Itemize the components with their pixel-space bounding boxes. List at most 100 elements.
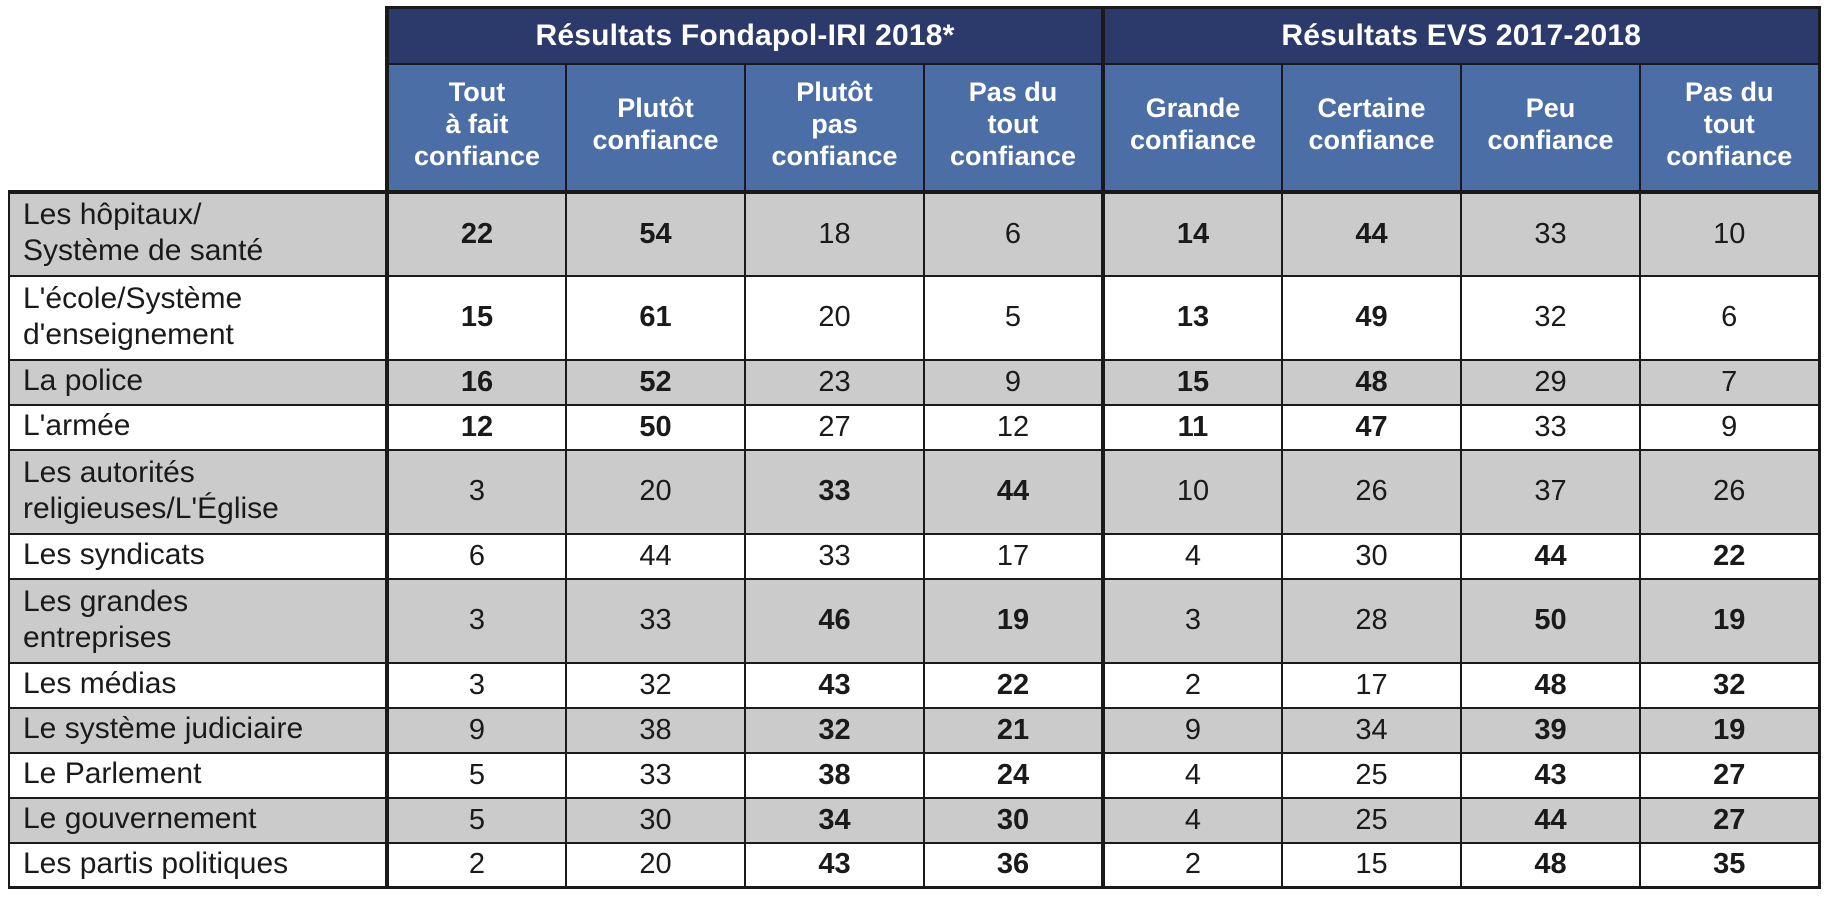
value-cell: 3 <box>386 661 567 709</box>
value-cell: 44 <box>1460 532 1641 580</box>
row-label: Le gouvernement <box>8 796 389 844</box>
value-cell: 33 <box>744 448 925 535</box>
value-cell: 32 <box>1639 661 1821 709</box>
column-header-certaine-confiance: Certaine confiance <box>1281 62 1462 193</box>
value-cell: 20 <box>565 841 746 889</box>
value-cell: 6 <box>386 532 567 580</box>
value-cell: 33 <box>744 532 925 580</box>
value-cell: 44 <box>1281 189 1462 277</box>
column-header-plutot-confiance: Plutôt confiance <box>565 62 746 193</box>
row-label: Le Parlement <box>8 751 389 799</box>
row-label: Les syndicats <box>8 532 389 580</box>
row-label: Les médias <box>8 661 389 709</box>
table-row-grandes-entreprises: Les grandes entreprises 3 33 46 19 3 28 … <box>8 577 1821 664</box>
value-cell: 17 <box>923 532 1104 580</box>
value-cell: 10 <box>1101 448 1283 535</box>
value-cell: 43 <box>744 841 925 889</box>
row-label: Les hôpitaux/ Système de santé <box>8 189 389 277</box>
value-cell: 6 <box>1639 274 1821 361</box>
value-cell: 30 <box>565 796 746 844</box>
value-cell: 20 <box>744 274 925 361</box>
value-cell: 19 <box>1639 577 1821 664</box>
value-cell: 19 <box>1639 706 1821 754</box>
value-cell: 37 <box>1460 448 1641 535</box>
value-cell: 21 <box>923 706 1104 754</box>
value-cell: 47 <box>1281 403 1462 451</box>
value-cell: 4 <box>1101 796 1283 844</box>
value-cell: 4 <box>1101 532 1283 580</box>
value-cell: 12 <box>923 403 1104 451</box>
value-cell: 4 <box>1101 751 1283 799</box>
table-row-police: La police 16 52 23 9 15 48 29 7 <box>8 358 1821 406</box>
value-cell: 38 <box>744 751 925 799</box>
table-row-medias: Les médias 3 32 43 22 2 17 48 32 <box>8 661 1821 709</box>
value-cell: 15 <box>1101 358 1283 406</box>
value-cell: 15 <box>1281 841 1462 889</box>
value-cell: 6 <box>923 189 1104 277</box>
column-header-peu-confiance: Peu confiance <box>1460 62 1641 193</box>
value-cell: 17 <box>1281 661 1462 709</box>
value-cell: 52 <box>565 358 746 406</box>
header-spacer <box>9 63 389 192</box>
value-cell: 32 <box>1460 274 1641 361</box>
value-cell: 27 <box>744 403 925 451</box>
row-label: Les partis politiques <box>8 841 389 889</box>
value-cell: 26 <box>1639 448 1821 535</box>
value-cell: 48 <box>1460 841 1641 889</box>
row-label: L'armée <box>8 403 389 451</box>
value-cell: 7 <box>1639 358 1821 406</box>
column-header-plutot-pas-confiance: Plutôt pas confiance <box>744 62 925 193</box>
value-cell: 46 <box>744 577 925 664</box>
row-label: Les autorités religieuses/L'Église <box>8 448 389 535</box>
table-row-syndicats: Les syndicats 6 44 33 17 4 30 44 22 <box>8 532 1821 580</box>
value-cell: 9 <box>386 706 567 754</box>
value-cell: 24 <box>923 751 1104 799</box>
value-cell: 26 <box>1281 448 1462 535</box>
value-cell: 35 <box>1639 841 1821 889</box>
column-header-row: Tout à fait confiance Plutôt confiance P… <box>9 62 1821 193</box>
value-cell: 22 <box>1639 532 1821 580</box>
value-cell: 3 <box>386 577 567 664</box>
value-cell: 13 <box>1101 274 1283 361</box>
table-row-ecole: L'école/Système d'enseignement 15 61 20 … <box>8 274 1821 361</box>
value-cell: 5 <box>923 274 1104 361</box>
value-cell: 39 <box>1460 706 1641 754</box>
table-row-systeme-judiciaire: Le système judiciaire 9 38 32 21 9 34 39… <box>8 706 1821 754</box>
value-cell: 9 <box>1101 706 1283 754</box>
row-label: Les grandes entreprises <box>8 577 389 664</box>
value-cell: 25 <box>1281 751 1462 799</box>
column-header-pas-du-tout-confiance-fondapol: Pas du tout confiance <box>923 62 1104 193</box>
value-cell: 25 <box>1281 796 1462 844</box>
section-title-row: Résultats Fondapol-IRI 2018* Résultats E… <box>9 6 1821 65</box>
header-spacer <box>9 7 389 64</box>
value-cell: 32 <box>565 661 746 709</box>
value-cell: 9 <box>1639 403 1821 451</box>
value-cell: 5 <box>386 796 567 844</box>
value-cell: 16 <box>386 358 567 406</box>
value-cell: 20 <box>565 448 746 535</box>
value-cell: 2 <box>386 841 567 889</box>
row-label: L'école/Système d'enseignement <box>8 274 389 361</box>
value-cell: 49 <box>1281 274 1462 361</box>
value-cell: 34 <box>1281 706 1462 754</box>
row-label: La police <box>8 358 389 406</box>
value-cell: 38 <box>565 706 746 754</box>
value-cell: 22 <box>386 189 567 277</box>
value-cell: 43 <box>744 661 925 709</box>
value-cell: 44 <box>1460 796 1641 844</box>
value-cell: 54 <box>565 189 746 277</box>
value-cell: 19 <box>923 577 1104 664</box>
table-row-hopitaux: Les hôpitaux/ Système de santé 22 54 18 … <box>8 189 1821 277</box>
value-cell: 61 <box>565 274 746 361</box>
row-label: Le système judiciaire <box>8 706 389 754</box>
value-cell: 27 <box>1639 751 1821 799</box>
value-cell: 2 <box>1101 841 1283 889</box>
section-title-fondapol: Résultats Fondapol-IRI 2018* <box>386 6 1104 65</box>
value-cell: 9 <box>923 358 1104 406</box>
value-cell: 33 <box>1460 403 1641 451</box>
value-cell: 34 <box>744 796 925 844</box>
value-cell: 18 <box>744 189 925 277</box>
value-cell: 3 <box>386 448 567 535</box>
value-cell: 23 <box>744 358 925 406</box>
value-cell: 32 <box>744 706 925 754</box>
